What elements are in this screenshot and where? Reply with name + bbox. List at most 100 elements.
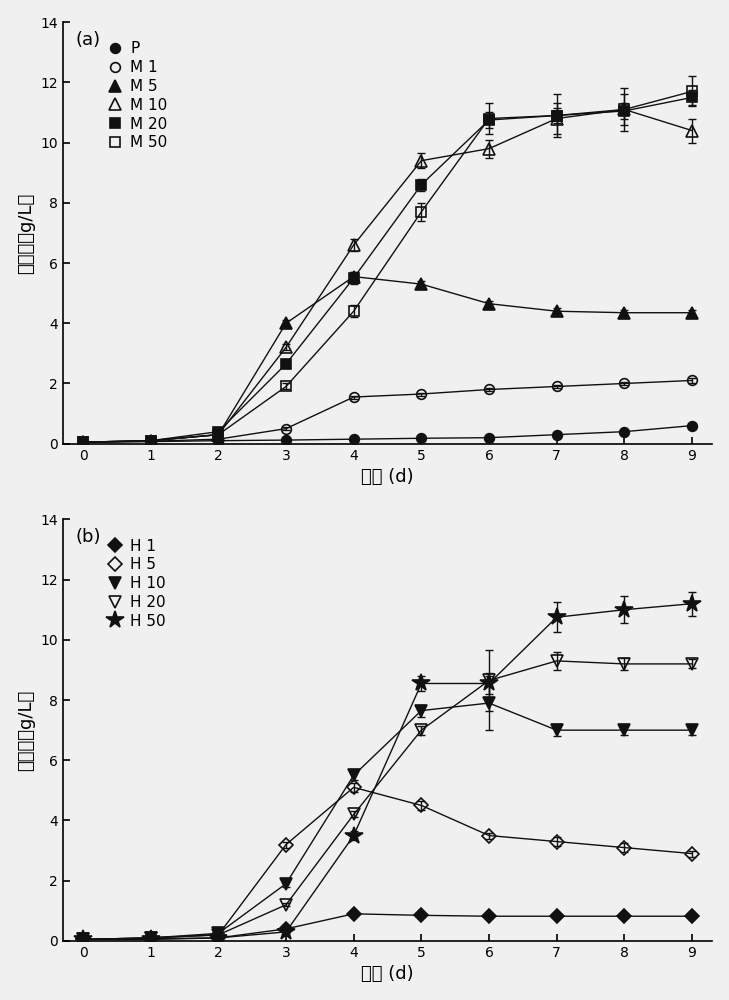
H 50 xyxy=(349,830,358,842)
H 50 xyxy=(553,611,561,623)
H 5 xyxy=(79,933,87,945)
H 50 xyxy=(485,677,494,689)
Line: H 50: H 50 xyxy=(74,595,701,948)
Line: M 10: M 10 xyxy=(77,103,698,448)
H 10 xyxy=(147,932,155,944)
H 1 xyxy=(485,910,494,922)
H 5 xyxy=(553,836,561,848)
H 10 xyxy=(214,927,223,939)
H 10 xyxy=(417,705,426,717)
M 20 xyxy=(485,114,494,126)
M 50 xyxy=(485,113,494,125)
H 1 xyxy=(79,933,87,945)
M 20 xyxy=(349,272,358,284)
Legend: H 1, H 5, H 10, H 20, H 50: H 1, H 5, H 10, H 20, H 50 xyxy=(103,535,169,632)
X-axis label: 时间 (d): 时间 (d) xyxy=(361,468,414,486)
P xyxy=(620,426,628,438)
M 5 xyxy=(147,435,155,447)
H 10 xyxy=(485,697,494,709)
Y-axis label: 生物量（g/L）: 生物量（g/L） xyxy=(17,192,35,274)
H 5 xyxy=(417,799,426,811)
M 1 xyxy=(79,436,87,448)
M 20 xyxy=(417,179,426,191)
Line: P: P xyxy=(78,421,697,447)
M 1 xyxy=(349,391,358,403)
M 10 xyxy=(214,429,223,441)
H 20 xyxy=(687,658,696,670)
M 5 xyxy=(214,429,223,441)
M 1 xyxy=(214,433,223,445)
Text: (a): (a) xyxy=(76,31,101,49)
H 50 xyxy=(417,677,426,689)
H 20 xyxy=(79,933,87,945)
H 20 xyxy=(417,724,426,736)
M 1 xyxy=(281,423,290,435)
H 1 xyxy=(553,910,561,922)
H 1 xyxy=(417,909,426,921)
H 5 xyxy=(485,830,494,842)
M 5 xyxy=(553,305,561,317)
H 1 xyxy=(687,910,696,922)
H 10 xyxy=(349,769,358,781)
M 50 xyxy=(687,85,696,97)
Line: H 1: H 1 xyxy=(78,909,697,944)
H 1 xyxy=(349,908,358,920)
M 10 xyxy=(281,341,290,353)
H 1 xyxy=(147,933,155,945)
H 20 xyxy=(485,674,494,686)
M 20 xyxy=(687,91,696,103)
M 20 xyxy=(553,110,561,122)
H 10 xyxy=(687,724,696,736)
M 50 xyxy=(147,435,155,447)
H 10 xyxy=(553,724,561,736)
H 50 xyxy=(147,933,155,945)
Line: M 50: M 50 xyxy=(78,87,697,447)
Line: M 20: M 20 xyxy=(78,93,697,447)
P xyxy=(281,434,290,446)
H 20 xyxy=(281,899,290,911)
Line: H 20: H 20 xyxy=(77,655,698,946)
M 20 xyxy=(620,105,628,117)
M 20 xyxy=(281,358,290,370)
M 5 xyxy=(687,307,696,319)
M 20 xyxy=(79,436,87,448)
M 50 xyxy=(79,436,87,448)
P xyxy=(79,436,87,448)
M 50 xyxy=(281,380,290,392)
H 10 xyxy=(281,878,290,890)
M 10 xyxy=(620,103,628,115)
M 1 xyxy=(147,435,155,447)
H 1 xyxy=(620,910,628,922)
M 5 xyxy=(79,436,87,448)
H 20 xyxy=(620,658,628,670)
M 10 xyxy=(485,143,494,155)
Line: M 5: M 5 xyxy=(77,270,698,448)
M 5 xyxy=(417,278,426,290)
H 10 xyxy=(79,933,87,945)
P xyxy=(214,435,223,447)
P xyxy=(553,429,561,441)
H 5 xyxy=(349,781,358,793)
H 50 xyxy=(620,604,628,616)
X-axis label: 时间 (d): 时间 (d) xyxy=(361,965,414,983)
M 20 xyxy=(214,426,223,438)
H 5 xyxy=(147,932,155,944)
H 50 xyxy=(79,933,87,945)
M 1 xyxy=(485,383,494,395)
Y-axis label: 生物量（g/L）: 生物量（g/L） xyxy=(17,690,35,771)
H 5 xyxy=(214,929,223,941)
M 5 xyxy=(620,307,628,319)
M 50 xyxy=(214,429,223,441)
M 10 xyxy=(417,155,426,167)
Line: H 10: H 10 xyxy=(77,697,698,946)
H 20 xyxy=(214,929,223,941)
M 50 xyxy=(349,305,358,317)
Line: M 1: M 1 xyxy=(78,376,697,447)
P xyxy=(147,436,155,448)
M 5 xyxy=(485,298,494,310)
H 1 xyxy=(281,923,290,935)
H 1 xyxy=(214,932,223,944)
M 10 xyxy=(687,125,696,137)
H 50 xyxy=(214,932,223,944)
Line: H 5: H 5 xyxy=(78,782,697,944)
